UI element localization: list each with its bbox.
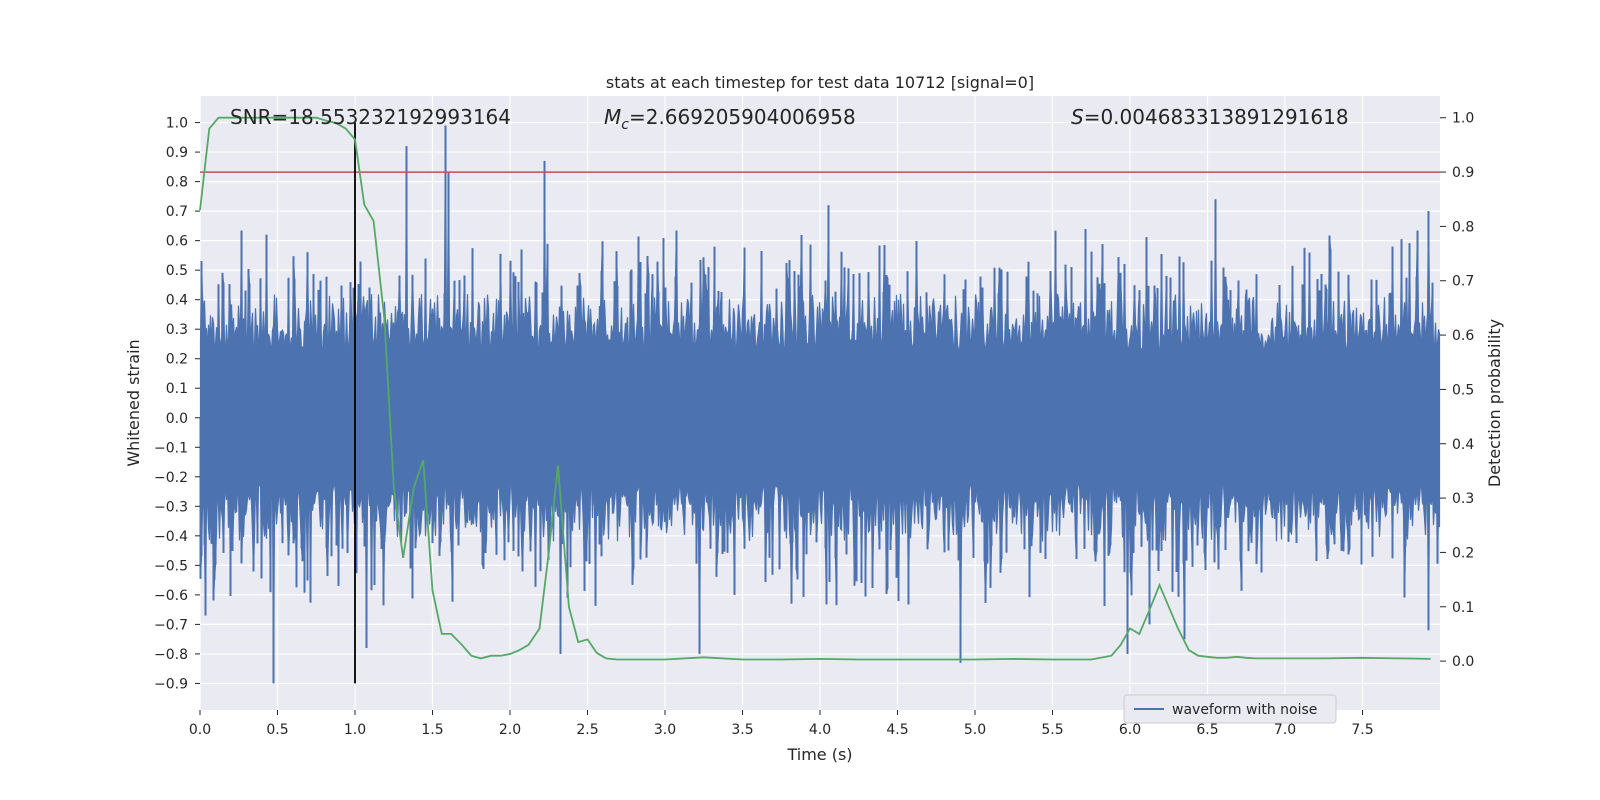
y-tick-label: 0.6 (166, 234, 188, 250)
y-tick-label: −0.6 (154, 588, 188, 604)
y-tick-label: 0.9 (166, 145, 188, 161)
y-tick-label: −0.4 (154, 529, 188, 545)
y2-tick-label: 0.5 (1452, 382, 1474, 398)
y-tick-label: 1.0 (166, 116, 188, 132)
x-tick-label: 0.0 (189, 722, 211, 738)
x-tick-label: 6.5 (1196, 722, 1218, 738)
x-axis-ticks: 0.0 0.5 1.0 1.5 2.0 2.5 3.0 3.5 4.0 4.5 5.0 5.5 6.0 6… (189, 710, 1374, 738)
y-tick-label: −0.1 (154, 440, 188, 456)
y2-tick-label: 0.4 (1452, 437, 1474, 453)
y2-tick-label: 0.1 (1452, 600, 1474, 616)
y-tick-label: −0.9 (154, 676, 188, 692)
y2-tick-label: 0.7 (1452, 274, 1474, 290)
chirp-mass-annotation: Mc=2.669205904006958 (604, 105, 856, 133)
y-tick-label: −0.3 (154, 499, 188, 515)
x-tick-label: 6.0 (1119, 722, 1141, 738)
x-tick-label: 2.0 (499, 722, 521, 738)
chart-title: stats at each timestep for test data 107… (606, 73, 1034, 92)
y2-tick-label: 0.6 (1452, 328, 1474, 344)
x-tick-label: 5.0 (964, 722, 986, 738)
y-tick-label: −0.2 (154, 470, 188, 486)
y2-axis-label: Detection probability (1485, 319, 1504, 487)
y2-tick-label: 0.3 (1452, 491, 1474, 507)
snr-annotation: SNR=18.553232192993164 (230, 105, 511, 129)
legend-label-waveform: waveform with noise (1172, 702, 1317, 718)
x-tick-label: 1.0 (344, 722, 366, 738)
x-axis-label: Time (s) (786, 745, 852, 764)
y-tick-label: 0.1 (166, 381, 188, 397)
y2-tick-label: 0.8 (1452, 219, 1474, 235)
probability-series-line (199, 116, 1431, 661)
y-tick-label: 0.7 (166, 204, 188, 220)
x-tick-label: 7.0 (1274, 722, 1296, 738)
y-tick-label: 0.2 (166, 352, 188, 368)
y-tick-label: 0.8 (166, 175, 188, 191)
y2-tick-label: 0.0 (1452, 654, 1474, 670)
y2-tick-label: 0.9 (1452, 165, 1474, 181)
y-tick-label: 0.4 (166, 293, 188, 309)
chirp-mass-value: =2.669205904006958 (629, 105, 856, 129)
x-tick-label: 3.0 (654, 722, 676, 738)
x-tick-label: 7.5 (1351, 722, 1373, 738)
y-tick-label: 0.3 (166, 322, 188, 338)
chirp-mass-subscript: c (621, 117, 629, 133)
x-tick-label: 2.5 (576, 722, 598, 738)
chirp-mass-symbol: M (604, 105, 621, 129)
legend-box (1123, 694, 1337, 724)
x-tick-label: 3.5 (731, 722, 753, 738)
x-tick-label: 5.5 (1041, 722, 1063, 738)
y2-axis-ticks: 1.0 0.9 0.8 0.7 0.6 0.5 0.4 0.3 0.2 0.1 0.0 (1440, 111, 1474, 670)
x-tick-label: 4.0 (809, 722, 831, 738)
y-tick-label: −0.7 (154, 617, 188, 633)
y-tick-label: −0.5 (154, 558, 188, 574)
waveform-series (199, 125, 1441, 684)
y2-tick-label: 0.2 (1452, 545, 1474, 561)
y-tick-label: −0.8 (154, 647, 188, 663)
x-tick-label: 4.5 (886, 722, 908, 738)
y-tick-label: 0.0 (166, 411, 188, 427)
s-value: =0.004683313891291618 (1084, 105, 1349, 129)
legend: waveform with noise (1123, 694, 1337, 724)
y-axis-label: Whitened strain (124, 339, 143, 466)
y-tick-label: 0.5 (166, 263, 188, 279)
y2-tick-label: 1.0 (1452, 111, 1474, 127)
s-symbol: S (1071, 105, 1084, 129)
y-axis-ticks: 1.0 0.9 0.8 0.7 0.6 0.5 0.4 0.3 0.2 0.1 0.0 −0.1 −0.… (154, 116, 200, 692)
s-annotation: S=0.004683313891291618 (1071, 105, 1349, 129)
x-tick-label: 0.5 (266, 722, 288, 738)
x-tick-label: 1.5 (421, 722, 443, 738)
